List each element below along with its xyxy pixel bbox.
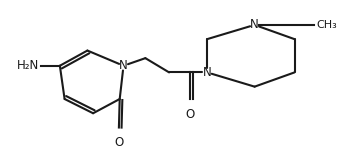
Text: O: O (114, 136, 123, 149)
Text: CH₃: CH₃ (316, 20, 337, 30)
Text: O: O (185, 108, 195, 121)
Text: H₂N: H₂N (17, 59, 39, 72)
Text: N: N (119, 59, 128, 72)
Text: N: N (250, 18, 259, 31)
Text: N: N (203, 66, 212, 79)
